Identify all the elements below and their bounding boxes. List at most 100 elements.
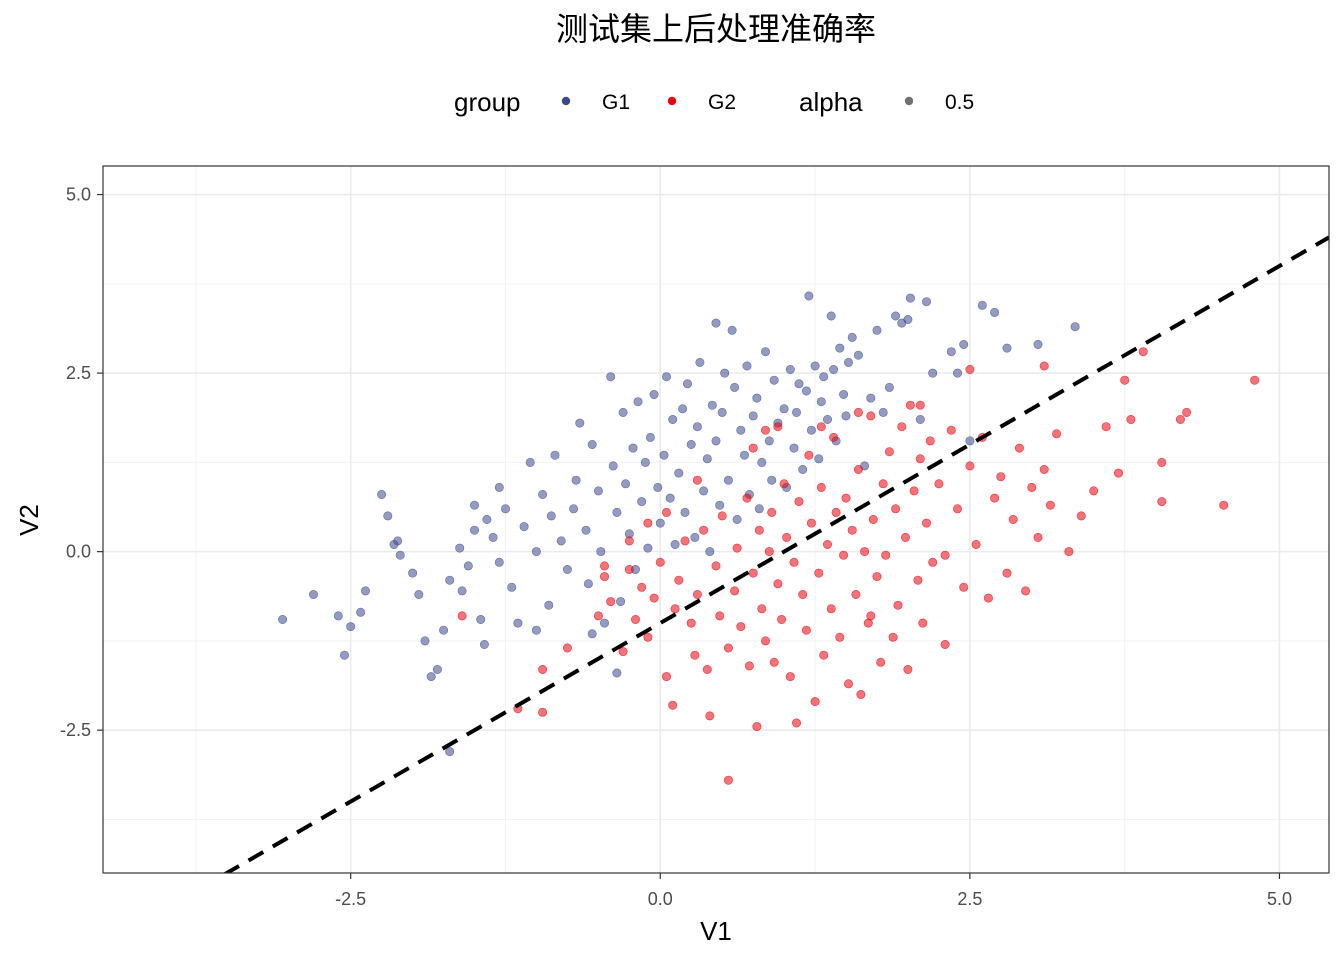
point-g2-14 [649,593,659,603]
x-tick-label-1: 0.0 [648,889,673,909]
point-g1-51 [606,372,616,382]
point-g1-32 [513,618,523,628]
point-g2-117 [1064,547,1074,557]
point-g2-2 [538,707,548,717]
point-g2-73 [856,689,866,699]
point-g2-106 [990,493,1000,503]
point-g1-88 [717,407,727,417]
point-g2-92 [915,454,925,464]
point-g1-140 [915,414,925,424]
point-g2-55 [801,625,811,635]
point-g2-79 [876,657,886,667]
y-tick-label-2: 2.5 [66,363,91,383]
point-g1-46 [583,579,593,589]
point-g2-120 [1101,422,1111,432]
point-g2-20 [674,575,684,585]
legend: group G1 G2 alpha 0.5 [454,87,974,117]
legend-g1-label: G1 [602,91,630,114]
point-g2-36 [742,493,752,503]
point-g1-67 [655,518,665,528]
point-g2-138 [624,536,634,546]
point-g2-69 [843,679,853,689]
point-g2-109 [1008,514,1018,524]
point-g2-5 [593,611,603,621]
point-g1-19 [455,543,465,553]
point-g2-91 [913,575,923,585]
point-g2-53 [794,497,804,507]
point-g2-66 [835,632,845,642]
point-g1-111 [791,407,801,417]
point-g1-60 [633,397,643,407]
chart-title: 测试集上后处理准确率 [556,10,876,48]
point-g2-127 [1175,414,1185,424]
point-g2-124 [1138,347,1148,357]
legend-g1-marker [561,96,571,106]
point-g1-73 [674,468,684,478]
point-g1-89 [720,368,730,378]
point-g1-130 [853,350,863,360]
point-g1-35 [531,547,541,557]
point-g2-39 [752,722,762,732]
point-g2-56 [804,450,814,460]
point-g1-55 [618,407,628,417]
point-g1-114 [801,386,811,396]
point-g1-102 [760,347,770,357]
point-g2-16 [661,672,671,682]
point-g1-127 [841,411,851,421]
point-g2-41 [757,604,767,614]
point-g2-135 [816,422,826,432]
point-g1-82 [702,454,712,464]
y-tick-label-3: 5.0 [66,185,91,205]
point-g1-85 [711,436,721,446]
point-g1-100 [754,504,764,514]
point-g1-109 [785,364,795,374]
point-g1-42 [569,504,579,514]
point-g2-62 [822,539,832,549]
point-g2-15 [655,557,665,567]
point-g1-121 [822,414,832,424]
plot-panel [103,166,1329,873]
point-g1-74 [678,404,688,414]
point-g2-64 [829,432,839,442]
point-g1-66 [653,482,663,492]
legend-g2-label: G2 [708,91,736,114]
point-g2-95 [925,436,935,446]
point-g1-5 [356,607,366,617]
point-g2-32 [723,775,733,785]
point-g2-77 [868,514,878,524]
point-g2-47 [777,614,787,624]
point-g2-111 [1021,586,1031,596]
point-g2-7 [606,597,616,607]
point-g2-119 [1089,486,1099,496]
point-g2-59 [814,568,824,578]
point-g1-63 [643,543,653,553]
point-g2-71 [851,589,861,599]
point-g1-110 [789,443,799,453]
point-g2-37 [744,661,754,671]
point-g1-8 [383,511,393,521]
point-g1-154 [587,629,597,639]
point-g2-96 [928,557,938,567]
point-g1-98 [748,411,758,421]
point-g1-7 [377,489,387,499]
point-g1-10 [395,550,405,560]
point-g1-83 [705,547,715,557]
point-g1-45 [581,525,591,535]
point-g2-114 [1039,464,1049,474]
point-g2-93 [918,618,928,628]
point-g2-87 [900,532,910,542]
point-g1-4 [346,622,356,632]
point-g2-18 [668,700,678,710]
point-g1-29 [494,482,504,492]
x-tick-label-0: -2.5 [335,889,366,909]
point-g2-4 [562,643,572,653]
point-g2-30 [717,511,727,521]
point-g1-77 [686,439,696,449]
point-g2-132 [965,364,975,374]
point-g1-91 [727,325,737,335]
point-g2-137 [748,443,758,453]
point-g1-94 [736,425,746,435]
point-g2-107 [996,472,1006,482]
point-g1-43 [571,475,581,485]
